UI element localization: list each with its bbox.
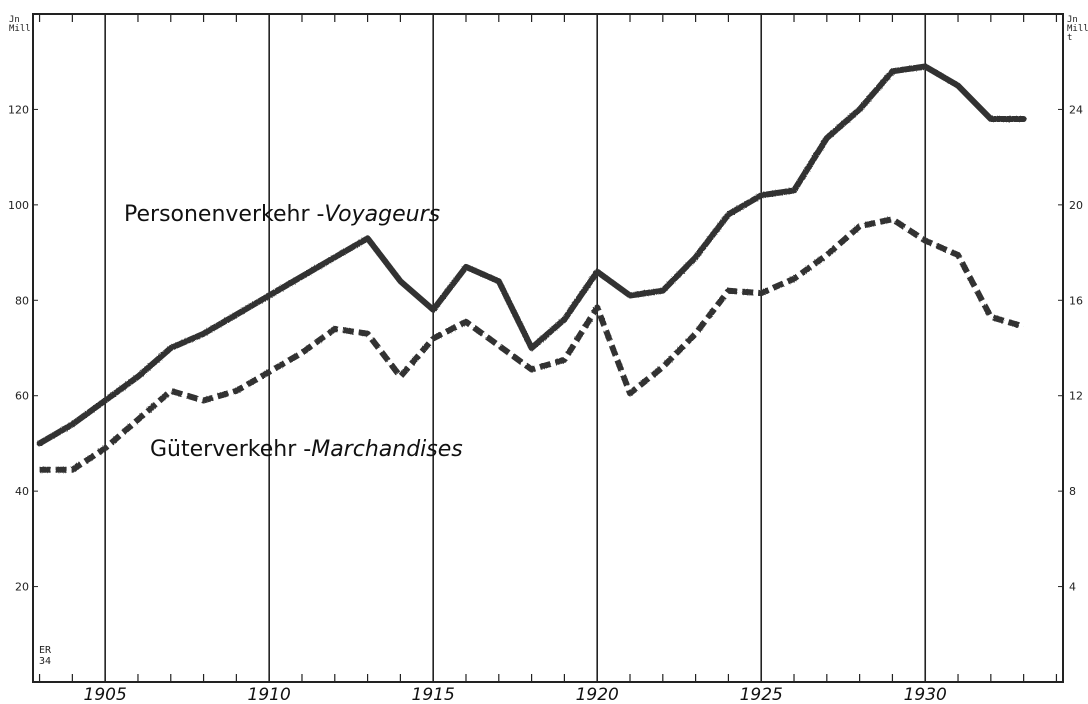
- grid-lines: [104, 14, 927, 682]
- series-label-passenger-fr: Voyageurs: [324, 202, 440, 227]
- left-tick-label-80: 80: [15, 294, 29, 307]
- right-unit-line-1: Mill: [1067, 24, 1088, 34]
- series-label-freight-de: Güterverkehr -: [150, 437, 311, 462]
- series-label-freight: Güterverkehr -Marchandises: [150, 437, 463, 462]
- left-tick-label-60: 60: [15, 390, 29, 403]
- initials-line-2: 34: [39, 656, 51, 667]
- right-unit-line-0: Jn: [1067, 15, 1078, 25]
- right-tick-label-12: 12: [1069, 390, 1083, 403]
- right-tick-label-4: 4: [1069, 581, 1076, 594]
- left-unit-line-0: Jn: [9, 15, 20, 25]
- series-layer: [36, 63, 1027, 473]
- left-tick-label-120: 120: [8, 103, 29, 116]
- x-tick-label-1930: 1930: [904, 685, 947, 704]
- right-tick-label-16: 16: [1069, 294, 1083, 307]
- x-tick-label-1920: 1920: [576, 685, 619, 704]
- x-axis-tick-labels: 1905 1910 1915 1920 1925 1930: [84, 685, 947, 704]
- x-tick-label-1915: 1915: [412, 685, 455, 704]
- left-tick-label-20: 20: [15, 581, 29, 594]
- series-label-passenger: Personenverkehr -Voyageurs: [124, 202, 440, 227]
- right-unit-line-2: t: [1067, 33, 1072, 43]
- left-unit-line-1: Mill: [9, 24, 31, 34]
- x-tick-label-1925: 1925: [740, 685, 783, 704]
- plot-frame: [32, 13, 1064, 683]
- right-tick-label-20: 20: [1069, 199, 1083, 212]
- left-tick-label-100: 100: [8, 199, 29, 212]
- right-tick-label-24: 24: [1069, 103, 1083, 116]
- left-axis-ticks: 20 40 60 80 100 120: [8, 103, 38, 594]
- initials-line-1: ER: [39, 645, 52, 656]
- minor-ticks: [38, 14, 1058, 682]
- series-line-passenger: [36, 63, 1027, 447]
- left-tick-label-40: 40: [15, 485, 29, 498]
- series-label-freight-fr: Marchandises: [311, 437, 463, 462]
- x-tick-label-1905: 1905: [84, 685, 127, 704]
- right-tick-label-8: 8: [1069, 485, 1076, 498]
- right-axis-ticks: 4 8 12 16 20 24: [1058, 103, 1083, 594]
- series-label-passenger-de: Personenverkehr -: [124, 202, 324, 227]
- x-tick-label-1910: 1910: [248, 685, 291, 704]
